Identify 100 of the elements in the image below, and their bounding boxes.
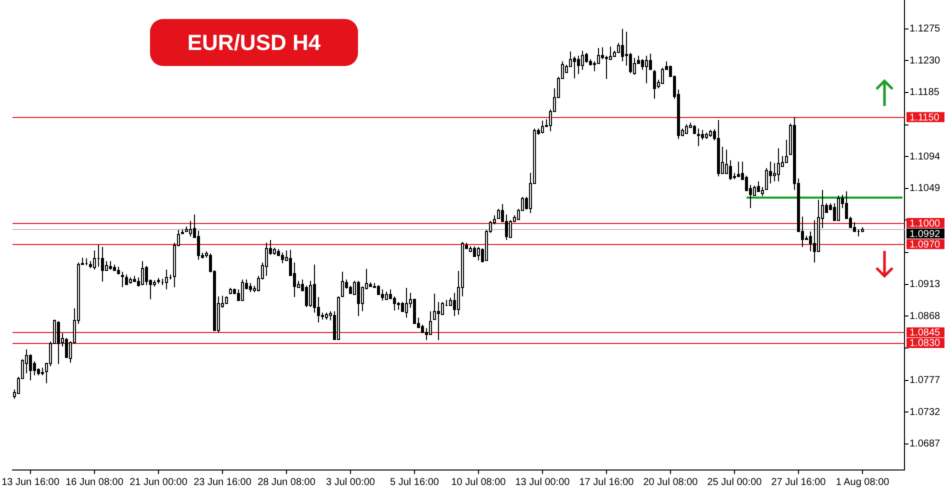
candlestick [745,175,748,192]
ref-line-label: 1.0992 [910,228,941,240]
candlestick [93,250,96,270]
candlestick [121,271,124,288]
candlestick [585,52,588,64]
candlestick [729,160,732,180]
candlestick [309,280,312,308]
candlestick [617,42,620,54]
x-tick-label: 1 Aug 08:00 [836,476,890,488]
candlestick [697,128,700,147]
x-tick-label: 13 Jul 00:00 [515,476,570,488]
candlestick [401,302,404,312]
candlestick [429,310,432,336]
candlestick [101,246,104,282]
candlestick [653,69,656,100]
candlestick [573,56,576,79]
candlestick [293,262,296,298]
candlestick [661,67,664,84]
candlestick [505,214,508,240]
candlestick [777,148,780,182]
candlestick [441,302,444,316]
y-tick-label: 1.0777 [910,375,941,386]
candlestick [605,55,608,80]
candlestick [509,220,512,238]
candlestick [265,242,268,276]
candlestick [541,120,544,134]
candlestick [645,55,648,84]
y-tick-label: 1.0687 [910,438,941,450]
candlestick [433,293,436,320]
candlestick [609,46,612,60]
candlestick [597,47,600,64]
candlestick [629,52,632,74]
candlestick [357,280,360,317]
candlestick [809,230,812,252]
y-tick-label: 1.1094 [910,151,941,162]
candlestick [497,208,500,220]
ref-line-label: 1.0970 [910,239,941,250]
y-tick-label: 1.0732 [910,406,941,418]
candlestick [281,252,284,264]
candlestick [837,194,840,222]
candlestick [601,46,604,60]
candlestick [477,246,480,261]
candlestick [393,296,396,312]
candlestick [249,282,252,293]
candlestick [813,220,816,264]
x-tick-label: 23 Jun 16:00 [194,476,252,488]
candlestick [853,222,856,232]
candlestick [65,338,68,358]
candlestick [313,264,316,314]
x-tick-label: 16 Jun 08:00 [66,476,124,488]
x-tick-label: 13 Jun 16:00 [2,476,60,488]
candlestick [141,260,144,286]
x-tick-label: 25 Jul 00:00 [707,476,762,488]
ref-line-label: 1.1150 [910,112,940,124]
candlestick [437,302,440,341]
candlestick [145,266,148,286]
candlestick [197,230,200,260]
candlestick [757,180,760,192]
x-tick-label: 21 Jun 00:00 [130,476,188,488]
candlestick [165,269,168,290]
candlestick [633,57,636,76]
candlestick [737,161,740,178]
x-tick-label: 17 Jul 16:00 [579,476,634,488]
candlestick [785,139,788,163]
candlestick [305,285,308,308]
candlestick [189,220,192,237]
candlestick [381,288,384,302]
candlestick [577,55,580,75]
x-tick-label: 5 Jul 16:00 [390,476,440,488]
candlestick [581,50,584,70]
candlestick [105,260,108,272]
candlestick [57,320,60,365]
x-tick-label: 27 Jul 16:00 [771,476,826,488]
candlestick [361,286,364,312]
candlestick [765,167,768,190]
candlestick [473,246,476,258]
candlestick [685,124,688,134]
y-tick-label: 1.1275 [910,24,941,35]
candlestick [341,271,344,298]
y-tick-label: 1.0868 [910,310,941,322]
y-tick-label: 1.1230 [910,55,941,66]
candlestick [649,53,652,70]
candlestick [753,185,756,196]
candlestick [641,58,644,70]
candlestick [413,298,416,324]
x-tick-label: 10 Jul 08:00 [451,476,506,488]
candlestick [621,28,624,62]
y-tick-label: 1.1049 [910,183,941,194]
candlestick [761,186,764,197]
ref-line-label: 1.0845 [910,328,941,339]
x-tick-label: 20 Jul 08:00 [643,476,698,488]
y-tick-label: 1.0913 [910,279,941,290]
candlestick [701,129,704,140]
candlestick [241,278,244,302]
y-tick-label: 1.1185 [910,87,940,98]
ref-line-label: 1.0830 [910,338,941,350]
x-tick-label: 28 Jun 08:00 [258,476,316,488]
candlestick [405,287,408,318]
ref-line-label: 1.1000 [910,218,941,230]
candlestick [773,162,776,182]
